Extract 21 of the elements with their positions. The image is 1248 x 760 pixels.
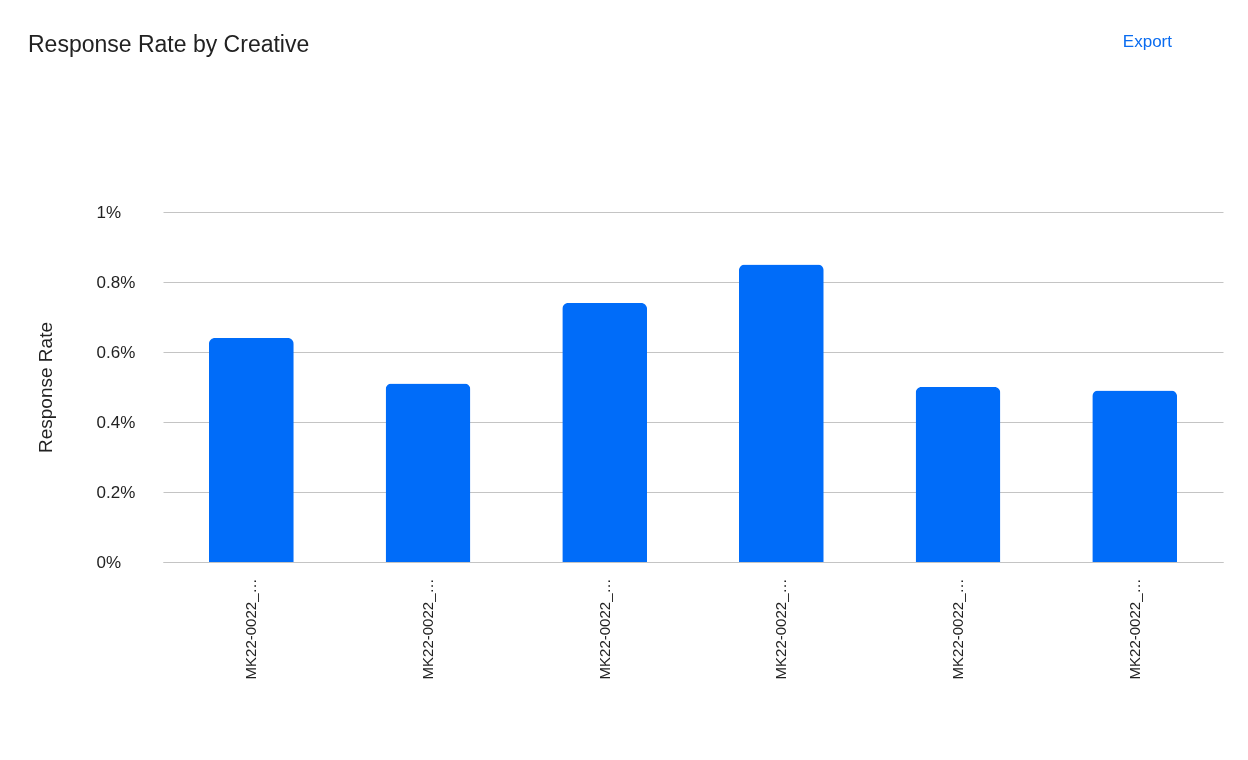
y-tick-label: 0.4% [96,412,136,432]
chart-title: Response Rate by Creative [28,31,310,57]
text: Export [1122,32,1173,51]
y-tick-label: 0.6% [96,342,136,362]
bar [915,387,1001,562]
bar [1092,390,1178,562]
x-tick-label: MK22-0022_… [595,578,613,680]
bar [385,383,471,562]
x-tick-label: MK22-0022_… [772,578,790,680]
x-tick-label: MK22-0022_… [949,578,966,680]
bar [562,303,648,562]
bar [208,338,294,562]
y-tick-label: 0.8% [96,272,136,292]
x-tick-label: MK22-0022_… [1125,578,1143,680]
bar [738,264,824,562]
y-tick-label: 1% [96,202,122,222]
y-tick-label: 0% [96,552,122,572]
x-tick-label: MK22-0022_… [242,578,260,680]
y-tick-label: 0.2% [96,482,136,502]
y-axis-title: Response Rate [34,322,56,453]
x-tick-label: MK22-0022_… [419,578,436,680]
